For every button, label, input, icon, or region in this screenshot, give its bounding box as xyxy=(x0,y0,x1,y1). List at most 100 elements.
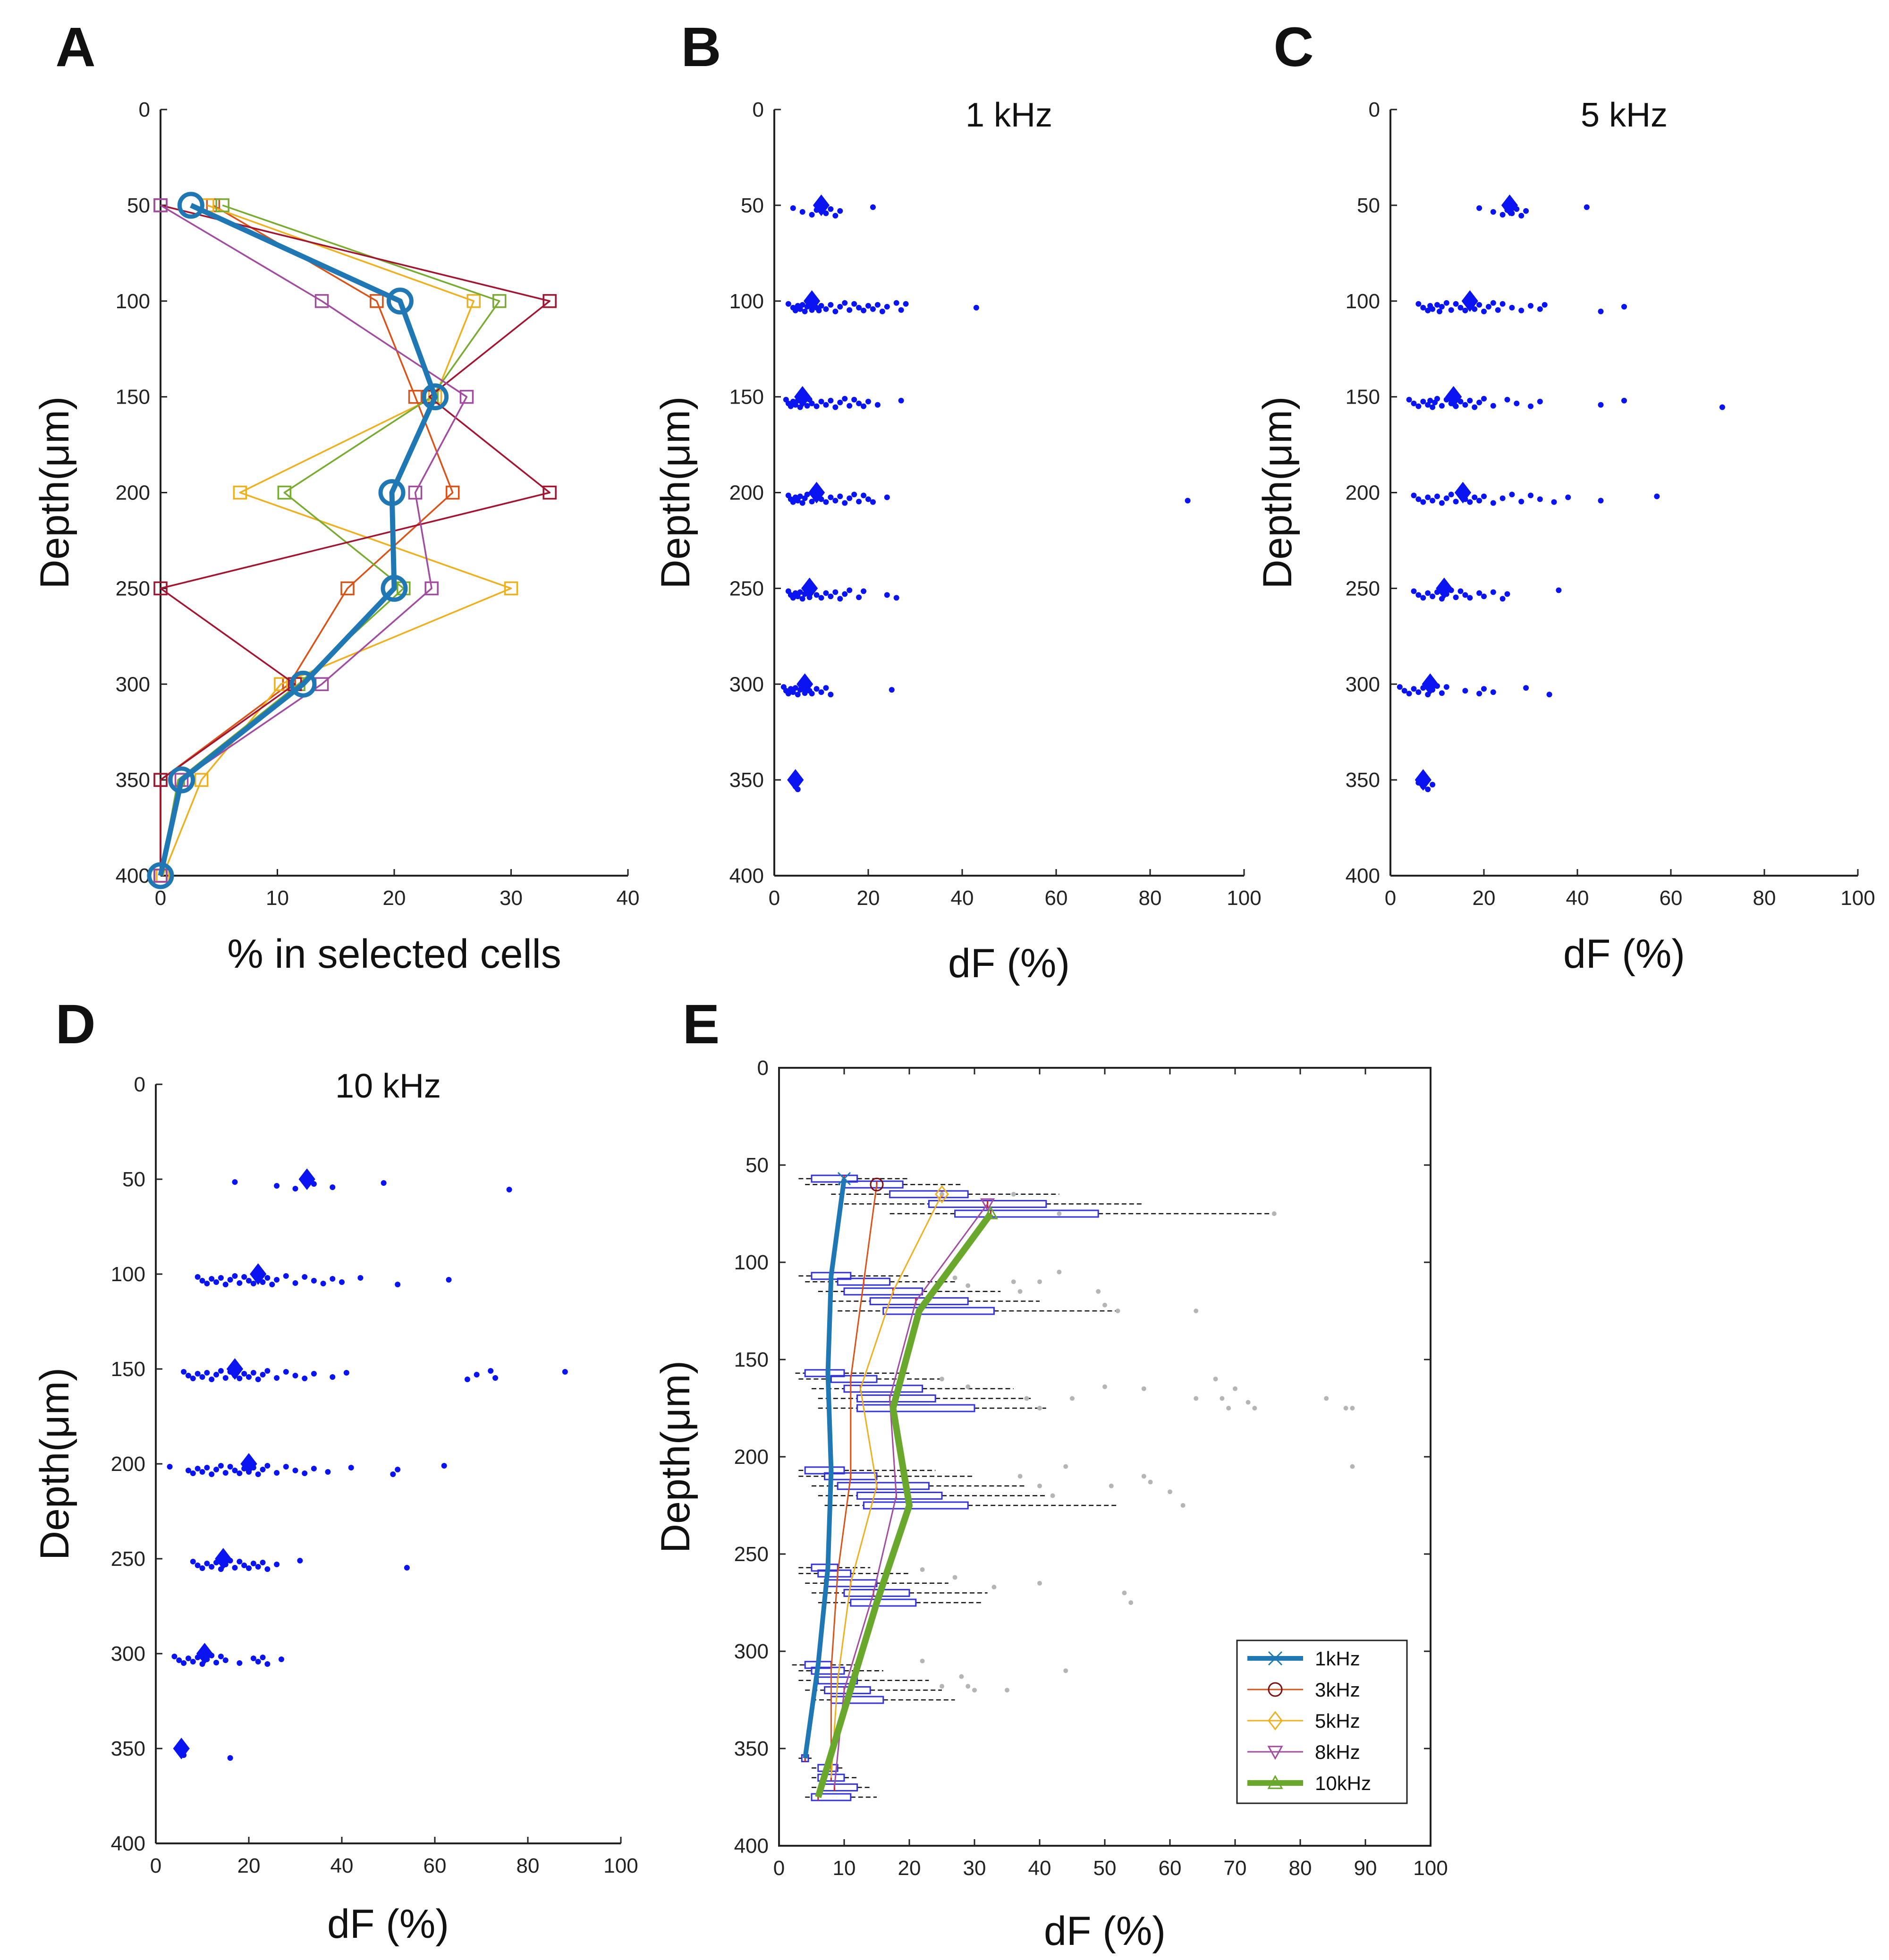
y-tick-label: 200 xyxy=(734,1445,769,1469)
outlier-point xyxy=(1350,1464,1355,1469)
data-point-mean xyxy=(289,670,317,698)
scatter-point xyxy=(1621,304,1627,310)
line-marker-1kHz xyxy=(837,1172,851,1185)
y-tick-label: 150 xyxy=(1346,386,1380,409)
scatter-point xyxy=(237,1470,243,1476)
scatter-point xyxy=(390,1471,396,1477)
y-axis-label: Depth(μm) xyxy=(653,1360,698,1553)
scatter-point xyxy=(1425,494,1431,500)
scatter-point xyxy=(842,300,848,306)
scatter-point xyxy=(1499,301,1506,307)
scatter-point xyxy=(1462,592,1468,598)
scatter-point xyxy=(292,1280,298,1286)
y-tick-label: 400 xyxy=(734,1834,769,1858)
scatter-point xyxy=(813,592,820,598)
outlier-point xyxy=(1011,1191,1016,1197)
y-tick-label: 350 xyxy=(111,1737,145,1760)
scatter-point xyxy=(283,1464,289,1470)
scatter-point xyxy=(381,1180,387,1186)
box-iqr xyxy=(817,1569,852,1578)
chart-title: 10 kHz xyxy=(335,1067,441,1105)
scatter-point xyxy=(255,1564,261,1570)
scatter-point xyxy=(1621,397,1627,404)
scatter-point xyxy=(222,1470,229,1476)
scatter-point xyxy=(1425,590,1431,596)
scatter-point xyxy=(255,1659,261,1664)
scatter-point xyxy=(823,590,829,596)
scatter-point xyxy=(1499,211,1506,218)
y-axis-label: Depth(μm) xyxy=(1255,397,1300,589)
x-tick-label: 40 xyxy=(617,887,640,910)
panel-letter: B xyxy=(681,16,721,78)
scatter-point xyxy=(1420,595,1426,601)
outlier-point xyxy=(1128,1600,1134,1605)
scatter-point xyxy=(283,1273,289,1279)
scatter-point xyxy=(1439,500,1445,506)
scatter-point xyxy=(832,212,839,219)
scatter-point xyxy=(232,1565,238,1571)
x-tick-label: 0 xyxy=(1385,887,1396,910)
scatter-point xyxy=(1397,684,1403,690)
y-tick-label: 300 xyxy=(1346,673,1380,696)
x-tick-label: 100 xyxy=(603,1854,638,1877)
outlier-point xyxy=(1063,1668,1068,1673)
line-marker-8kHz xyxy=(980,1198,995,1212)
data-point-s2 xyxy=(233,485,247,500)
scatter-point xyxy=(1476,302,1482,308)
scatter-point xyxy=(1415,403,1422,409)
scatter-point xyxy=(1490,689,1496,695)
scatter-point xyxy=(1411,588,1417,594)
y-tick-label: 400 xyxy=(729,864,764,887)
data-point-s1 xyxy=(340,581,355,596)
box-iqr xyxy=(843,1385,923,1393)
scatter-point xyxy=(250,1370,256,1376)
scatter-point xyxy=(1481,396,1487,402)
scatter-point xyxy=(1467,595,1473,601)
scatter-point xyxy=(1462,688,1468,694)
scatter-point xyxy=(1415,592,1422,598)
outlier-point xyxy=(1057,1269,1062,1275)
outlier-point xyxy=(952,1275,957,1280)
scatter-point xyxy=(195,1563,201,1568)
outlier-point xyxy=(920,1567,925,1572)
y-tick-label: 0 xyxy=(753,98,764,121)
scatter-point xyxy=(464,1377,470,1382)
outlier-point xyxy=(1141,1386,1146,1391)
scatter-point xyxy=(506,1187,512,1192)
box-iqr xyxy=(856,1404,975,1412)
y-tick-label: 100 xyxy=(1346,290,1380,313)
scatter-point xyxy=(1528,492,1533,498)
scatter-point xyxy=(237,1280,243,1286)
scatter-point xyxy=(190,1659,196,1664)
scatter-point xyxy=(255,1377,261,1382)
y-tick-label: 350 xyxy=(729,769,764,792)
scatter-point xyxy=(357,1275,364,1281)
x-axis-label: % in selected cells xyxy=(227,931,561,977)
scatter-point xyxy=(1546,692,1552,698)
scatter-point xyxy=(241,1563,247,1568)
data-point-mean xyxy=(177,192,204,219)
scatter-point xyxy=(884,304,890,310)
outlier-point xyxy=(940,1377,944,1382)
y-tick-label: 100 xyxy=(116,290,150,313)
x-tick-label: 90 xyxy=(1354,1857,1377,1880)
scatter-point xyxy=(218,1368,224,1374)
scatter-point xyxy=(474,1372,480,1377)
scatter-point xyxy=(1654,493,1660,499)
x-axis-label: dF (%) xyxy=(1563,931,1685,977)
scatter-point xyxy=(274,1183,280,1189)
legend-label-1kHz: 1kHz xyxy=(1315,1647,1360,1670)
data-point-s3 xyxy=(492,294,507,308)
scatter-point xyxy=(222,1657,229,1663)
outlier-point xyxy=(966,1283,971,1288)
legend-marker-3kHz xyxy=(1268,1682,1283,1697)
outlier-point xyxy=(1037,1483,1042,1488)
scatter-point xyxy=(250,1561,256,1566)
scatter-point xyxy=(851,491,857,498)
mean-diamond xyxy=(1445,386,1462,408)
x-tick-label: 70 xyxy=(1224,1857,1247,1880)
scatter-point xyxy=(1598,498,1604,504)
scatter-point xyxy=(1537,306,1543,312)
scatter-point xyxy=(222,1282,229,1287)
scatter-point xyxy=(181,1660,187,1666)
